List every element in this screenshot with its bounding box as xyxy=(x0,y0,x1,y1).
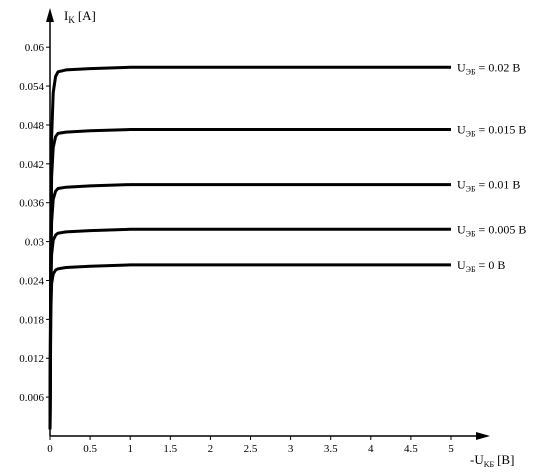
x-tick-label: 1 xyxy=(127,443,133,455)
x-axis-title-sub: KБ xyxy=(484,460,495,469)
series-line-1 xyxy=(48,128,451,430)
x-axis-arrow xyxy=(476,432,490,440)
y-axis-title: IK [A] xyxy=(64,8,96,25)
series-label-main: U xyxy=(457,178,466,192)
series-label-sub: ЭБ xyxy=(466,67,476,76)
series-label-main: U xyxy=(457,222,466,236)
x-tick-label: 4.5 xyxy=(404,443,418,455)
y-axis-title-main: I xyxy=(64,8,68,23)
series-label-main: U xyxy=(457,258,466,272)
y-tick-label: 0.012 xyxy=(19,353,44,365)
series-group xyxy=(48,65,451,430)
series-line-0 xyxy=(48,65,451,430)
series-label-main: U xyxy=(457,122,466,136)
series-label-sub: ЭБ xyxy=(466,185,476,194)
y-tick-label: 0.006 xyxy=(19,392,44,404)
y-tick-label: 0.042 xyxy=(19,159,44,171)
axes xyxy=(46,8,490,440)
series-label-4: UЭБ = 0 B xyxy=(457,258,505,274)
series-line-2 xyxy=(48,183,451,430)
y-tick-label: 0.06 xyxy=(25,42,45,54)
y-ticks: 0.006 0.012 0.018 0.024 0.03 0.036 0.042 0.048 0… xyxy=(19,42,50,404)
series-label-value: = 0.02 B xyxy=(476,60,521,74)
y-axis-title-sub: K xyxy=(68,15,75,25)
x-axis-title: -UKБ [B] xyxy=(470,452,514,469)
y-tick-label: 0.024 xyxy=(19,275,44,287)
series-label-sub: ЭБ xyxy=(466,265,476,274)
series-label-2: UЭБ = 0.01 B xyxy=(457,178,520,194)
y-axis-title-unit: [A] xyxy=(78,8,96,23)
series-label-value: = 0 B xyxy=(476,258,506,272)
x-tick-label: 0.5 xyxy=(83,443,97,455)
x-axis-title-unit: [B] xyxy=(497,452,514,467)
x-axis-title-main: -U xyxy=(470,452,484,467)
x-tick-label: 1.5 xyxy=(163,443,177,455)
y-tick-label: 0.048 xyxy=(19,120,44,132)
series-label-1: UЭБ = 0.015 B xyxy=(457,122,526,138)
series-label-sub: ЭБ xyxy=(466,129,476,138)
series-label-value: = 0.015 B xyxy=(476,122,527,136)
x-ticks: 0 0.5 1 1.5 2 2.5 3 3.5 4 4.5 5 xyxy=(47,436,454,455)
series-label-sub: ЭБ xyxy=(466,229,476,238)
series-line-3 xyxy=(48,227,451,430)
y-tick-label: 0.036 xyxy=(19,198,44,210)
series-label-3: UЭБ = 0.005 B xyxy=(457,222,526,238)
y-axis-arrow xyxy=(46,8,54,22)
series-line-4 xyxy=(48,263,451,430)
y-tick-label: 0.018 xyxy=(19,314,44,326)
y-tick-label: 0.054 xyxy=(19,81,44,93)
y-tick-label: 0.03 xyxy=(25,237,45,249)
x-tick-label: 0 xyxy=(47,443,53,455)
x-tick-label: 3 xyxy=(288,443,294,455)
x-tick-label: 4 xyxy=(368,443,374,455)
series-label-main: U xyxy=(457,60,466,74)
series-label-value: = 0.005 B xyxy=(476,222,527,236)
series-label-value: = 0.01 B xyxy=(476,178,521,192)
x-tick-label: 5 xyxy=(448,443,454,455)
x-tick-label: 3.5 xyxy=(324,443,338,455)
series-label-0: UЭБ = 0.02 B xyxy=(457,60,520,76)
x-tick-label: 2 xyxy=(208,443,214,455)
x-tick-label: 2.5 xyxy=(244,443,258,455)
